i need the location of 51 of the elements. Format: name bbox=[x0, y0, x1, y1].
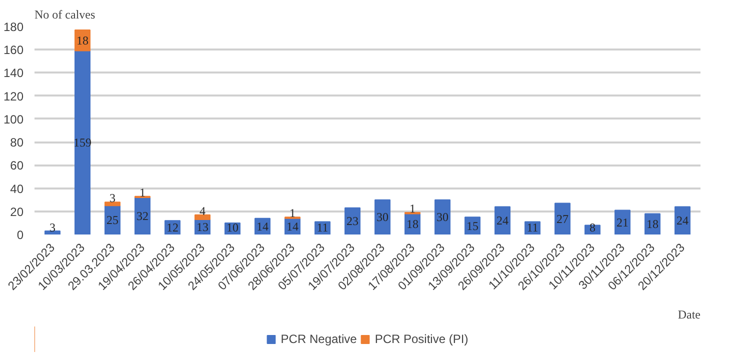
data-label: 12 bbox=[166, 220, 178, 235]
y-tick-label: 0 bbox=[16, 228, 24, 242]
data-label: 25 bbox=[106, 213, 118, 228]
bar bbox=[374, 199, 390, 234]
data-label: 1 bbox=[410, 202, 416, 216]
x-axis-title: Date bbox=[678, 308, 701, 322]
data-label: 23 bbox=[346, 214, 358, 228]
data-label: 10 bbox=[226, 220, 238, 235]
data-label: 4 bbox=[200, 204, 206, 218]
data-label: 30 bbox=[376, 210, 388, 224]
y-tick-label: 120 bbox=[3, 89, 24, 104]
y-tick-label: 180 bbox=[3, 20, 24, 34]
y-tick-label: 80 bbox=[10, 136, 24, 150]
data-label: 27 bbox=[556, 212, 568, 226]
data-label: 8 bbox=[590, 220, 596, 235]
data-label: 24 bbox=[496, 214, 508, 228]
bar bbox=[104, 202, 120, 206]
data-label: 32 bbox=[136, 209, 148, 224]
y-tick-label: 160 bbox=[3, 43, 24, 58]
data-label: 1 bbox=[140, 185, 146, 200]
y-tick-label: 100 bbox=[3, 112, 24, 126]
data-label: 11 bbox=[316, 220, 328, 235]
bar bbox=[344, 207, 360, 234]
data-label: 13 bbox=[196, 220, 208, 234]
y-tick-label: 40 bbox=[10, 182, 24, 196]
data-label: 15 bbox=[466, 218, 478, 233]
y-tick-label: 20 bbox=[10, 204, 24, 219]
data-label: 21 bbox=[616, 215, 628, 230]
data-label: 18 bbox=[646, 217, 658, 232]
bar bbox=[674, 206, 690, 234]
data-label: 18 bbox=[76, 33, 88, 48]
bar bbox=[134, 197, 150, 234]
bar bbox=[434, 199, 450, 234]
bar bbox=[194, 214, 210, 220]
data-label: 14 bbox=[256, 219, 268, 234]
data-label: 24 bbox=[676, 214, 688, 228]
bar bbox=[74, 50, 90, 234]
data-label: 1 bbox=[290, 206, 296, 220]
data-label: 18 bbox=[406, 217, 418, 232]
y-axis-title: No of calves bbox=[34, 8, 96, 22]
bar bbox=[614, 210, 630, 234]
legend-label: PCR Positive (PI) bbox=[374, 332, 468, 346]
bar bbox=[494, 206, 510, 234]
bar bbox=[554, 202, 570, 234]
y-tick-label: 60 bbox=[10, 158, 24, 173]
data-label: 3 bbox=[110, 191, 116, 206]
data-label: 11 bbox=[526, 220, 538, 235]
data-label: 14 bbox=[286, 219, 298, 234]
y-tick-label: 140 bbox=[3, 66, 24, 80]
data-label: 30 bbox=[436, 210, 448, 224]
legend-label: PCR Negative bbox=[280, 332, 357, 346]
